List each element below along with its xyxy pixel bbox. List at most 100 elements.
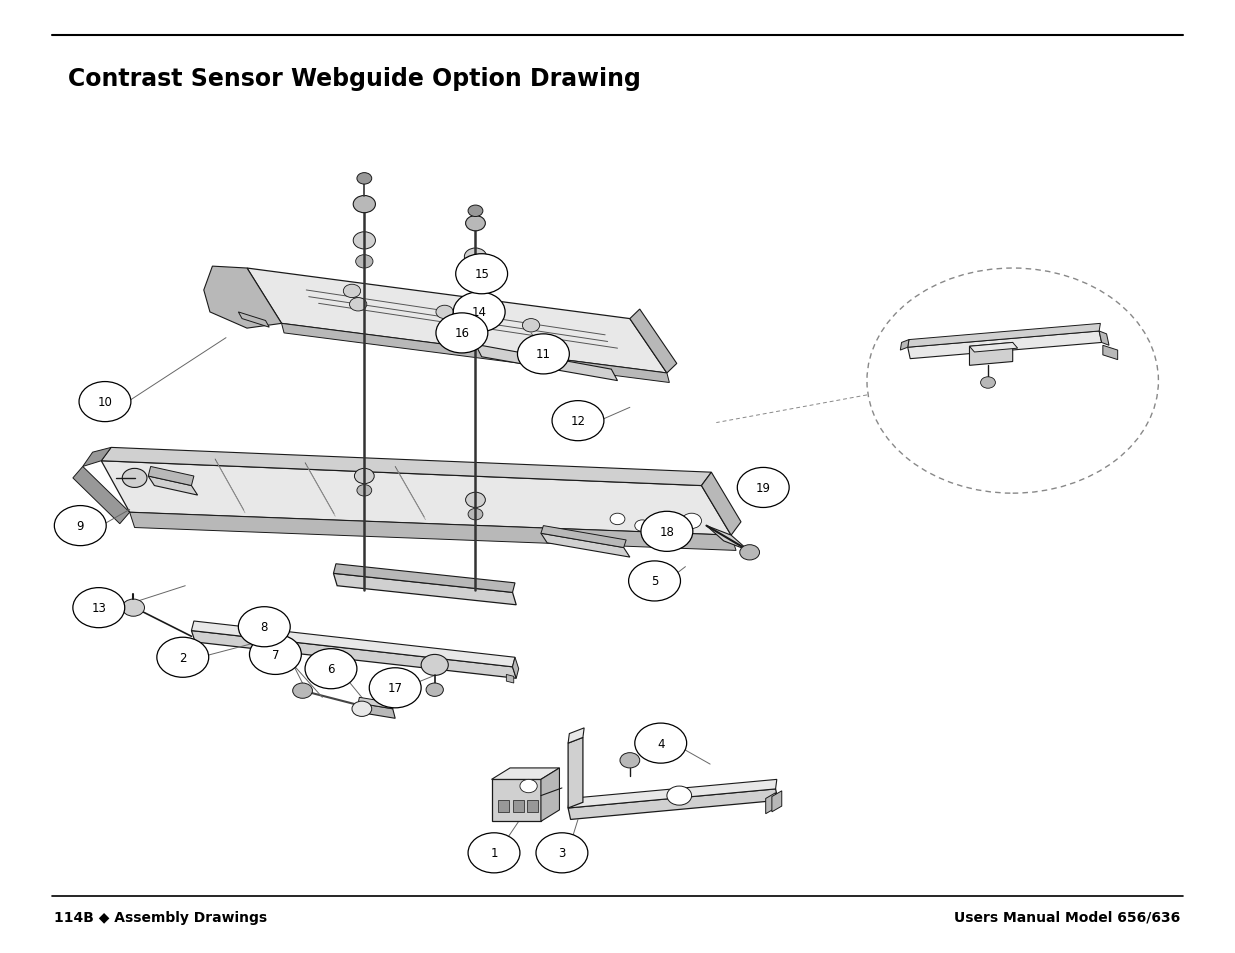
Text: 15: 15 — [474, 268, 489, 281]
Circle shape — [356, 255, 373, 269]
Polygon shape — [568, 738, 583, 808]
Circle shape — [981, 377, 995, 389]
Polygon shape — [541, 768, 559, 821]
Circle shape — [467, 270, 484, 283]
Polygon shape — [701, 473, 741, 536]
Polygon shape — [101, 448, 711, 486]
Polygon shape — [191, 631, 516, 679]
Text: 114B ◆ Assembly Drawings: 114B ◆ Assembly Drawings — [54, 910, 268, 923]
Text: Users Manual Model 656/636: Users Manual Model 656/636 — [955, 910, 1181, 923]
Circle shape — [357, 173, 372, 185]
Circle shape — [737, 468, 789, 508]
Circle shape — [517, 335, 569, 375]
Text: 19: 19 — [756, 481, 771, 495]
Text: 14: 14 — [472, 306, 487, 319]
Text: 6: 6 — [327, 662, 335, 676]
Polygon shape — [282, 324, 669, 383]
Text: 3: 3 — [558, 846, 566, 860]
Polygon shape — [969, 343, 1018, 353]
Text: 18: 18 — [659, 525, 674, 538]
Polygon shape — [358, 698, 394, 709]
Polygon shape — [101, 461, 731, 536]
Circle shape — [641, 512, 693, 552]
Circle shape — [350, 298, 367, 312]
Polygon shape — [908, 332, 1102, 359]
Circle shape — [468, 833, 520, 873]
Text: 16: 16 — [454, 327, 469, 340]
Circle shape — [464, 249, 487, 266]
Circle shape — [466, 493, 485, 508]
Circle shape — [436, 306, 453, 319]
Polygon shape — [475, 345, 618, 381]
Circle shape — [468, 509, 483, 520]
Polygon shape — [513, 658, 519, 679]
Polygon shape — [73, 467, 130, 524]
Text: 13: 13 — [91, 601, 106, 615]
Text: 10: 10 — [98, 395, 112, 409]
Polygon shape — [969, 343, 1013, 366]
Polygon shape — [506, 675, 514, 683]
Circle shape — [305, 649, 357, 689]
Text: 2: 2 — [179, 651, 186, 664]
Polygon shape — [568, 789, 778, 820]
Polygon shape — [492, 768, 559, 780]
Polygon shape — [908, 324, 1100, 348]
Circle shape — [353, 233, 375, 250]
Text: 17: 17 — [388, 681, 403, 695]
Circle shape — [343, 285, 361, 298]
Circle shape — [54, 506, 106, 546]
Text: 8: 8 — [261, 620, 268, 634]
Circle shape — [157, 638, 209, 678]
Circle shape — [293, 683, 312, 699]
Circle shape — [79, 382, 131, 422]
Polygon shape — [1099, 332, 1109, 346]
Circle shape — [522, 319, 540, 333]
Text: 4: 4 — [657, 737, 664, 750]
Circle shape — [667, 786, 692, 805]
Text: 11: 11 — [536, 348, 551, 361]
Polygon shape — [238, 313, 269, 328]
Text: Contrast Sensor Webguide Option Drawing: Contrast Sensor Webguide Option Drawing — [68, 67, 641, 91]
Text: 9: 9 — [77, 519, 84, 533]
Circle shape — [238, 607, 290, 647]
Polygon shape — [148, 476, 198, 496]
Circle shape — [629, 561, 680, 601]
Circle shape — [552, 401, 604, 441]
Circle shape — [436, 314, 488, 354]
Text: 5: 5 — [651, 575, 658, 588]
Circle shape — [466, 216, 485, 232]
Circle shape — [610, 514, 625, 525]
Polygon shape — [706, 526, 748, 551]
Circle shape — [682, 514, 701, 529]
Polygon shape — [498, 801, 509, 812]
Polygon shape — [900, 340, 909, 351]
Polygon shape — [630, 310, 677, 374]
Polygon shape — [772, 791, 782, 812]
Text: 7: 7 — [272, 648, 279, 661]
Polygon shape — [204, 267, 282, 329]
Polygon shape — [513, 801, 524, 812]
Polygon shape — [333, 564, 515, 593]
Polygon shape — [492, 780, 541, 821]
Circle shape — [520, 780, 537, 793]
Circle shape — [635, 723, 687, 763]
Circle shape — [740, 545, 760, 560]
Polygon shape — [568, 780, 777, 808]
Circle shape — [867, 269, 1158, 494]
Polygon shape — [568, 728, 584, 743]
Polygon shape — [83, 448, 111, 467]
Circle shape — [357, 485, 372, 497]
Polygon shape — [1103, 346, 1118, 360]
Circle shape — [421, 655, 448, 676]
Circle shape — [620, 753, 640, 768]
Circle shape — [122, 599, 144, 617]
Circle shape — [456, 254, 508, 294]
Circle shape — [352, 701, 372, 717]
Polygon shape — [333, 574, 516, 605]
Circle shape — [122, 469, 147, 488]
Circle shape — [73, 588, 125, 628]
Polygon shape — [148, 467, 194, 486]
Polygon shape — [358, 703, 395, 719]
Circle shape — [536, 833, 588, 873]
Text: 1: 1 — [490, 846, 498, 860]
